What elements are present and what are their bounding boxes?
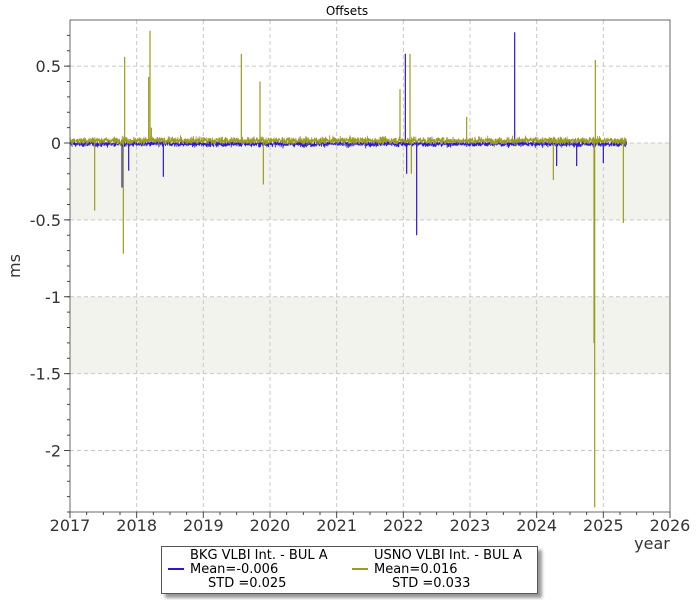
shaded-band-0 bbox=[70, 143, 670, 220]
legend-swatch-bkg bbox=[168, 568, 184, 570]
x-tick-label: 2024 bbox=[516, 516, 557, 535]
shaded-bands bbox=[70, 143, 670, 374]
y-tick-label: -2 bbox=[45, 442, 61, 461]
legend-swatch-usno bbox=[352, 568, 368, 570]
series-layer bbox=[69, 30, 628, 508]
x-tick-label: 2022 bbox=[383, 516, 424, 535]
x-axis-title: year bbox=[634, 534, 670, 553]
x-tick-label: 2021 bbox=[316, 516, 357, 535]
y-tick-label: -0.5 bbox=[30, 211, 61, 230]
x-tick-label: 2023 bbox=[450, 516, 491, 535]
axes: 2017 2018 2019 2020 2021 2022 2023 2024 2025 2026… bbox=[30, 34, 691, 535]
y-axis-title: ms bbox=[5, 254, 24, 278]
x-tick-label: 2026 bbox=[650, 516, 691, 535]
legend-series-name: BKG VLBI Int. - BUL A bbox=[190, 548, 328, 563]
legend-mean: Mean=0.016 bbox=[374, 562, 458, 577]
x-tick-label: 2019 bbox=[183, 516, 224, 535]
y-tick-label: -1 bbox=[45, 288, 61, 307]
legend-series-name: USNO VLBI Int. - BUL A bbox=[374, 548, 522, 563]
y-tick-label: 0.5 bbox=[36, 57, 61, 76]
legend-std: STD =0.025 bbox=[208, 576, 287, 591]
x-tick-label: 2020 bbox=[250, 516, 291, 535]
grid-lines bbox=[70, 20, 670, 512]
legend-mean: Mean=-0.006 bbox=[190, 562, 279, 577]
plot-frame bbox=[69, 19, 671, 513]
x-tick-label: 2017 bbox=[50, 516, 91, 535]
series-line-1 bbox=[69, 135, 628, 147]
shaded-band-1 bbox=[70, 296, 670, 374]
legend-std: STD =0.033 bbox=[392, 576, 471, 591]
x-tick-label: 2018 bbox=[116, 516, 157, 535]
x-tick-label: 2025 bbox=[583, 516, 624, 535]
y-tick-label: 0 bbox=[51, 134, 61, 153]
legend: BKG VLBI Int. - BUL A Mean=-0.006 STD =0… bbox=[161, 546, 538, 594]
y-tick-label: -1.5 bbox=[30, 365, 61, 384]
chart-title: Offsets bbox=[326, 4, 368, 18]
